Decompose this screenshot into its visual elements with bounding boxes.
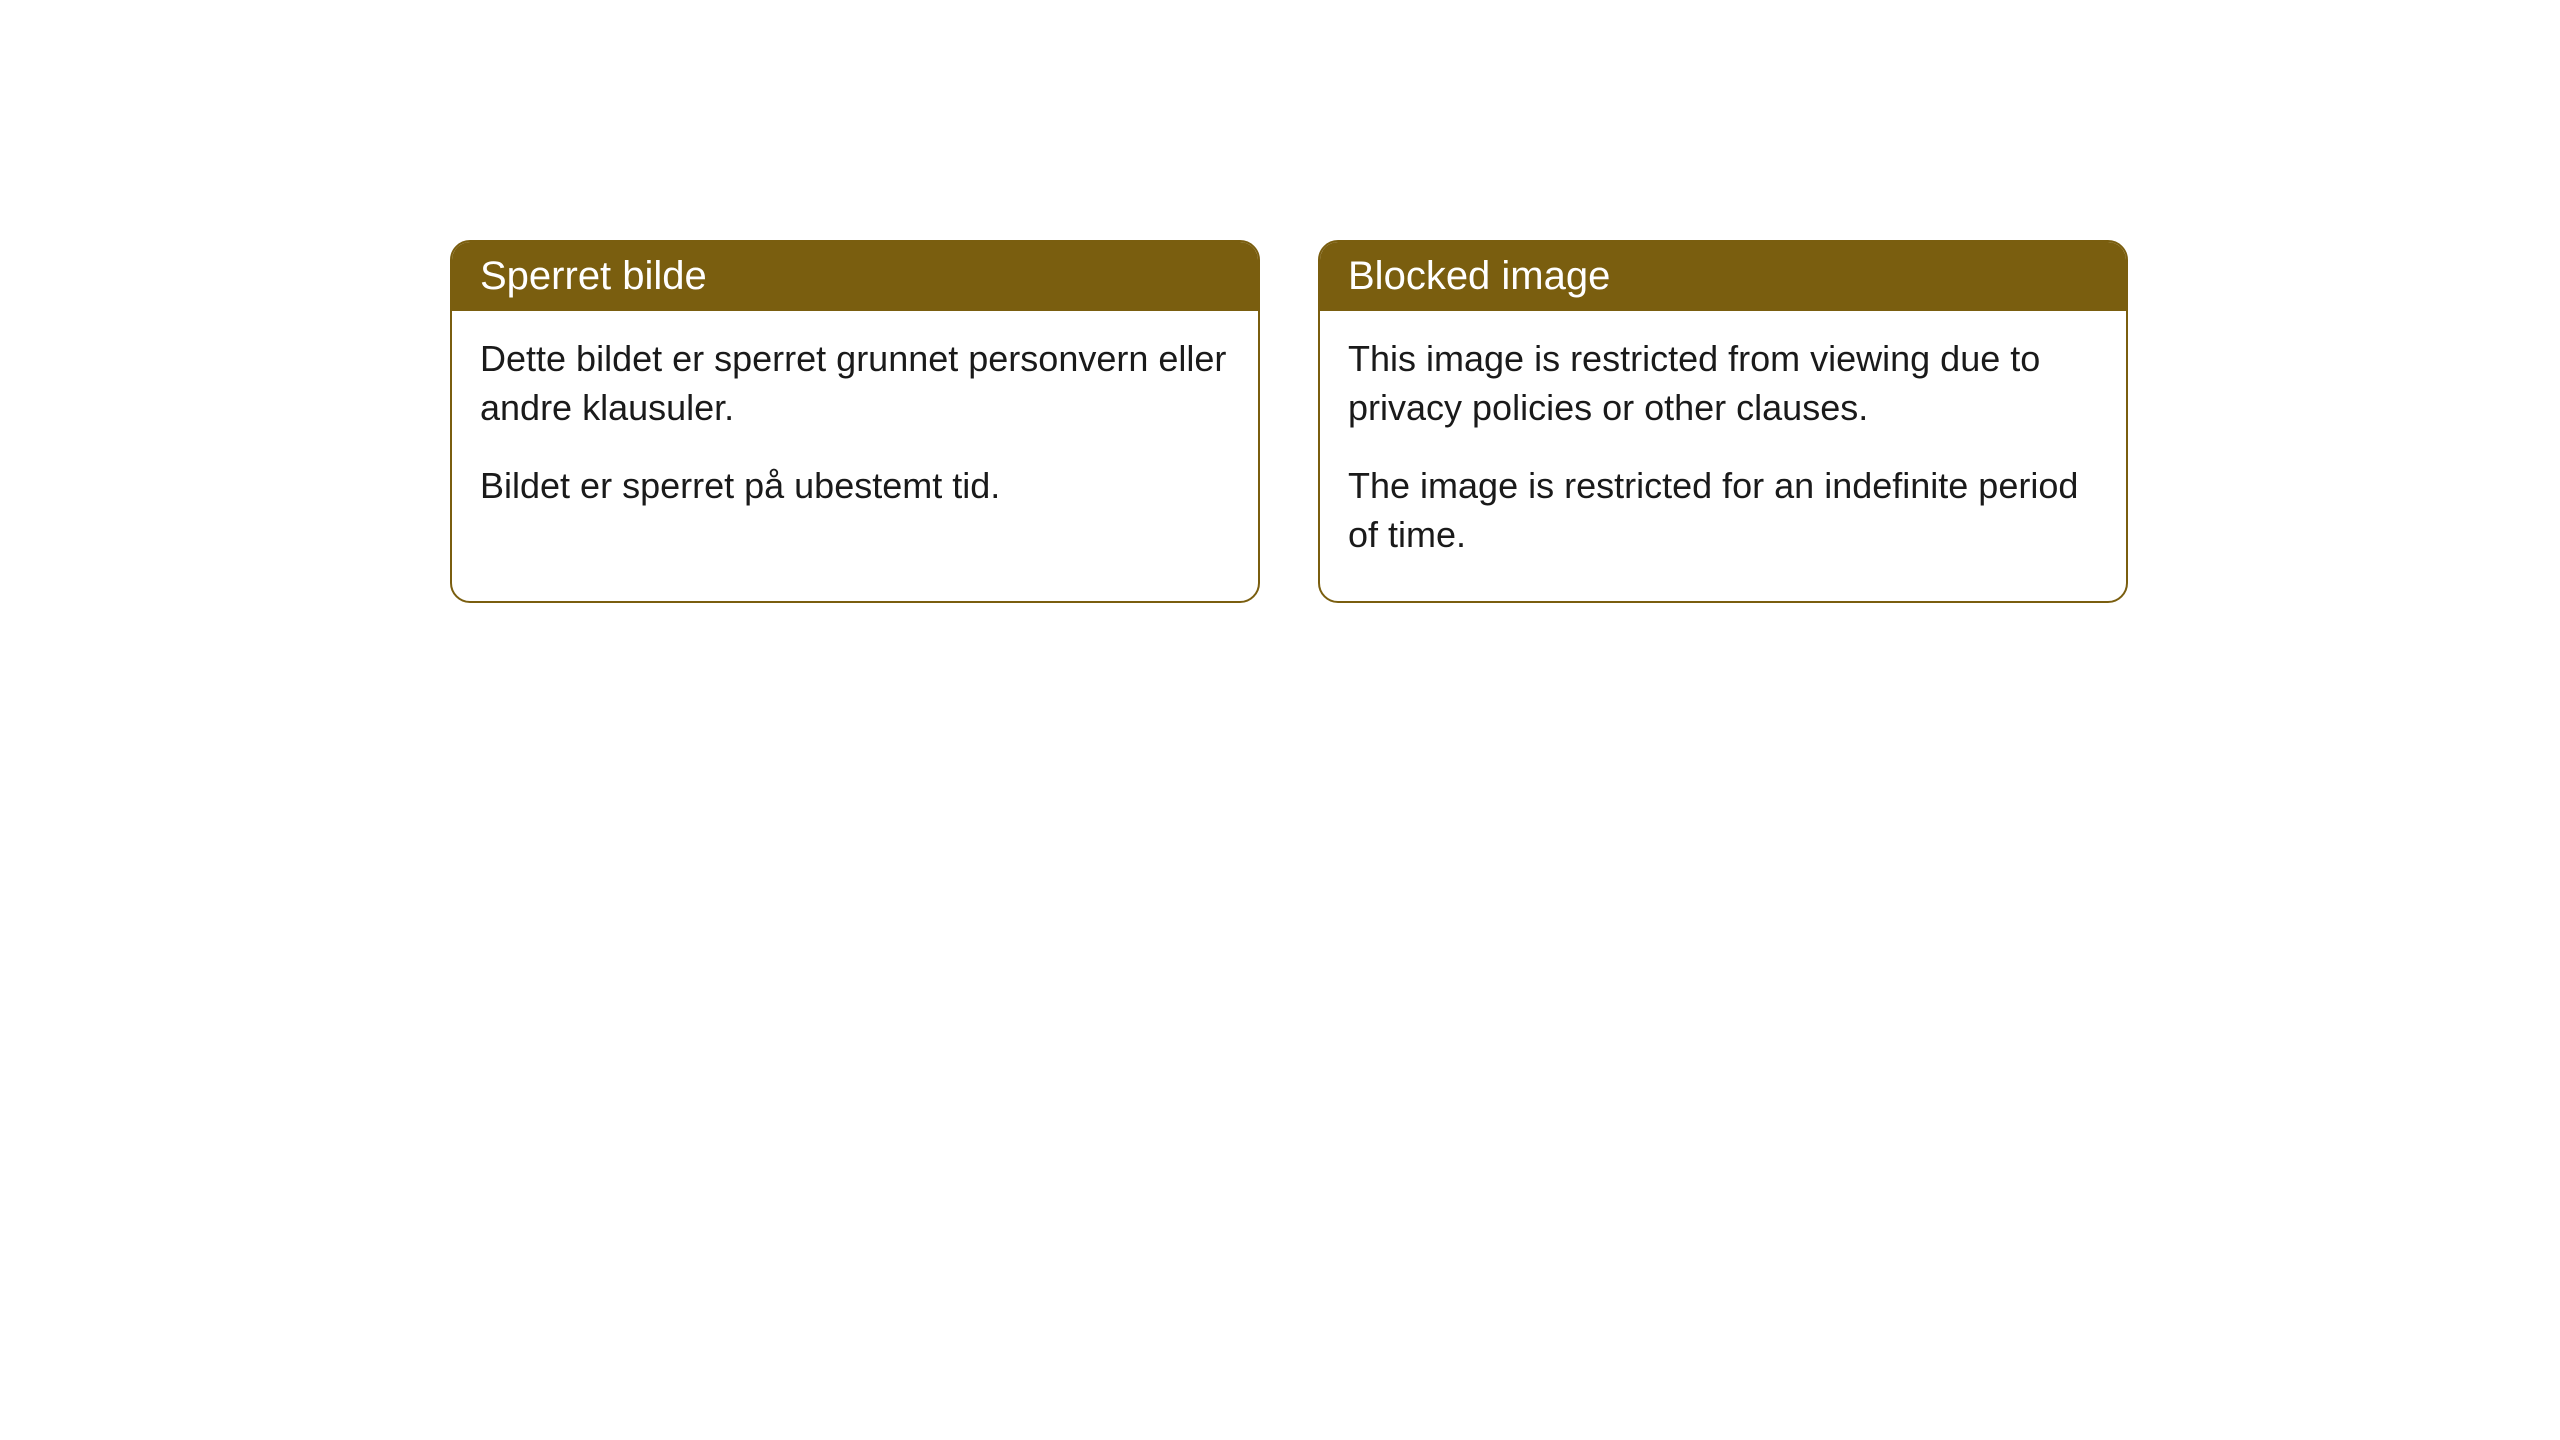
card-paragraph: Dette bildet er sperret grunnet personve… [480, 335, 1230, 432]
card-header: Sperret bilde [452, 242, 1258, 311]
card-body: This image is restricted from viewing du… [1320, 311, 2126, 601]
card-title: Sperret bilde [480, 254, 707, 298]
card-paragraph: The image is restricted for an indefinit… [1348, 462, 2098, 559]
card-title: Blocked image [1348, 254, 1610, 298]
card-paragraph: Bildet er sperret på ubestemt tid. [480, 462, 1230, 511]
notice-container: Sperret bilde Dette bildet er sperret gr… [450, 240, 2128, 603]
blocked-image-card-norwegian: Sperret bilde Dette bildet er sperret gr… [450, 240, 1260, 603]
card-paragraph: This image is restricted from viewing du… [1348, 335, 2098, 432]
card-header: Blocked image [1320, 242, 2126, 311]
blocked-image-card-english: Blocked image This image is restricted f… [1318, 240, 2128, 603]
card-body: Dette bildet er sperret grunnet personve… [452, 311, 1258, 553]
